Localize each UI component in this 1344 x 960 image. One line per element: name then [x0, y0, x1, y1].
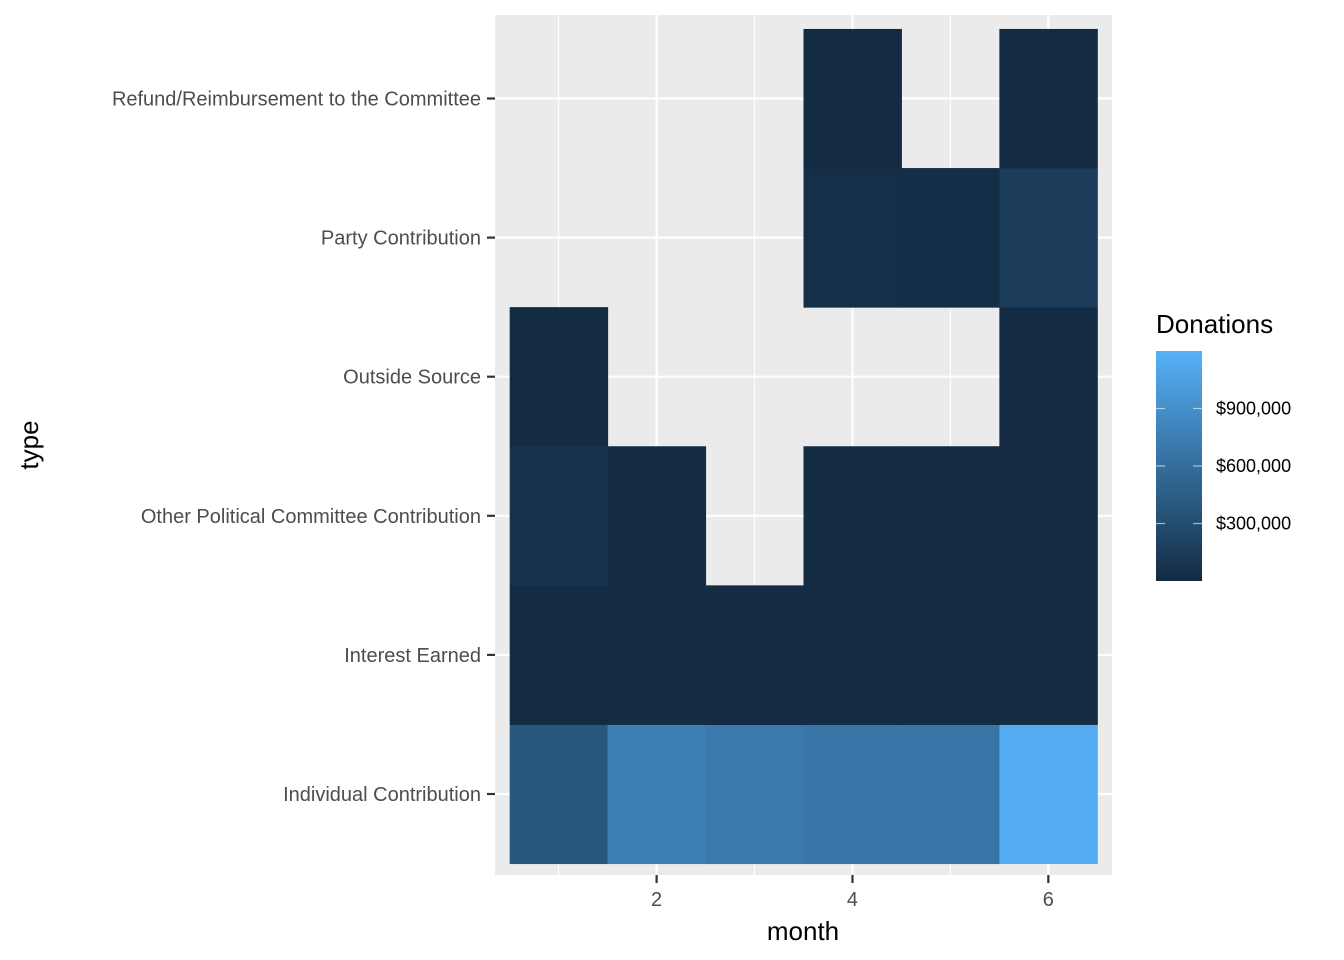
heatmap-cell: [509, 724, 609, 865]
heatmap-cell: [705, 585, 804, 725]
x-tick-label: 2: [651, 889, 662, 911]
heatmap-cell: [509, 446, 609, 586]
y-axis-title: type: [14, 420, 44, 469]
heatmap-cell: [999, 724, 1098, 865]
heatmap-cell: [607, 724, 707, 865]
heatmap-cell: [999, 585, 1098, 725]
y-tick-label: Outside Source: [343, 367, 481, 389]
y-tick-label: Individual Contribution: [283, 784, 481, 806]
x-tick-label: 6: [1043, 889, 1054, 911]
heatmap-cell: [509, 585, 609, 725]
legend-label: $900,000: [1216, 399, 1291, 419]
heatmap-cell: [803, 28, 902, 169]
y-tick-label: Interest Earned: [344, 645, 481, 667]
legend-label: $600,000: [1216, 456, 1291, 476]
x-axis: 2 4 6: [651, 875, 1054, 911]
heatmap-cell: [705, 724, 804, 865]
heatmap-cell: [901, 585, 1000, 725]
y-tick-label: Party Contribution: [321, 228, 481, 250]
y-tick-label: Other Political Committee Contribution: [141, 506, 481, 528]
y-tick-label: Refund/Reimbursement to the Committee: [112, 89, 481, 111]
heatmap-cell: [803, 168, 902, 308]
heatmap-cell: [803, 585, 902, 725]
x-tick-label: 4: [847, 889, 858, 911]
legend-label: $300,000: [1216, 514, 1291, 534]
heatmap-cell: [999, 28, 1098, 169]
y-axis: Individual Contribution Interest Earned Ot…: [112, 89, 495, 806]
heatmap-cell: [901, 724, 1000, 865]
heatmap-cells: [509, 28, 1098, 865]
heatmap-cell: [607, 585, 707, 725]
heatmap-cell: [803, 446, 902, 586]
heatmap-cell: [999, 446, 1098, 586]
heatmap-cell: [509, 307, 609, 447]
legend: Donations $300,000 $600,000 $900,000: [1156, 309, 1291, 581]
legend-ticks: $300,000 $600,000 $900,000: [1156, 399, 1291, 534]
heatmap-cell: [803, 724, 902, 865]
heatmap-cell: [901, 446, 1000, 586]
heatmap-cell: [999, 168, 1098, 308]
x-axis-title: month: [767, 916, 839, 946]
heatmap-cell: [607, 446, 707, 586]
legend-title: Donations: [1156, 309, 1273, 339]
heatmap-cell: [999, 307, 1098, 447]
heatmap-cell: [901, 168, 1000, 308]
